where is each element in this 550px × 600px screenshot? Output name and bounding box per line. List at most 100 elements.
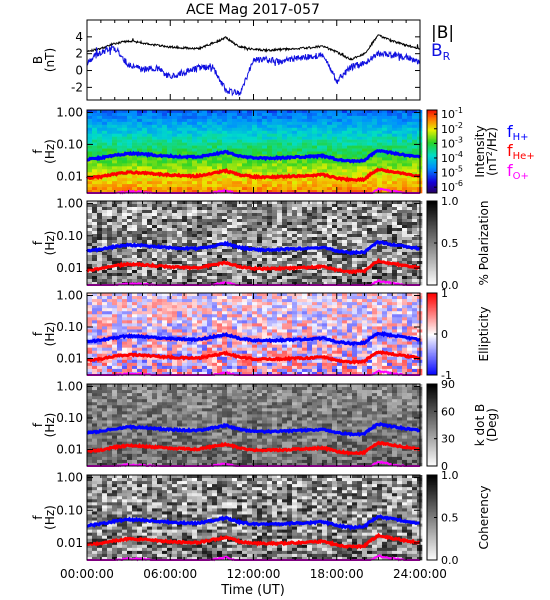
colorbar-tick-label: 0.5 [441, 512, 459, 525]
y-axis-label: f [31, 331, 45, 336]
colorbar: 10-110-210-310-410-510-6 Intensity(nT2/Hz… [426, 106, 499, 194]
line-f-he [86, 532, 421, 550]
colorbar-tick-label: 0 [441, 328, 448, 341]
colorbar-tick-label: 0 [441, 460, 448, 473]
y-tick-label: 0.10 [56, 137, 83, 151]
panel-polarization: f(Hz) 1.00 0.10 0.01 1.0 0.5 0.0 % Polarization [31, 195, 491, 292]
y-axis-unit: (Hz) [43, 231, 57, 256]
legend-o-plus: fO+ [507, 161, 529, 182]
colorbar-tick-label: 30 [441, 433, 455, 446]
colorbar-label: Intensity [473, 125, 487, 177]
line-f-he [86, 440, 421, 456]
colorbar-tick-label: 90 [441, 378, 455, 391]
colorbar-tick-label: 10-3 [441, 135, 463, 150]
line-f-h [86, 421, 421, 437]
colorbar-frame [426, 383, 438, 467]
y-axis-label: f [31, 149, 45, 154]
colorbar-label: % Polarization [477, 201, 491, 286]
y-tick-label: 0 [75, 64, 83, 78]
panel-field: B(nT) 4 2 0 -2 |B|BR [31, 19, 454, 101]
colorbar-tick-label: 1 [441, 287, 448, 300]
y-tick-label: 0.01 [56, 536, 83, 550]
x-tick-label: 24:00:00 [393, 567, 447, 581]
y-tick-label: 0.01 [56, 352, 83, 366]
colorbar-label: k dot B [473, 404, 487, 446]
colorbar-tick-label: 10-1 [441, 106, 463, 121]
colorbar-label: Ellipticity [477, 307, 491, 362]
colorbar-tick-label: 10-2 [441, 121, 463, 136]
colorbar-tick-label: 0.5 [441, 237, 459, 250]
y-axis-label: B [31, 56, 45, 64]
y-tick-label: 1.00 [56, 288, 83, 302]
y-tick-label: 1.00 [56, 379, 83, 393]
series-line-b-total [87, 34, 420, 61]
y-axis-label: f [31, 422, 45, 427]
y-tick-label: 1.00 [56, 106, 83, 120]
colorbar-tick-label: 10-5 [441, 165, 463, 180]
colorbar-tick-label: 1.0 [441, 469, 459, 482]
colorbar-tick-label: -1 [441, 369, 452, 382]
line-f-he [85, 257, 421, 275]
time-axis: 00:00:00 06:00:00 12:00:00 18:00:00 24:00:00 [60, 567, 447, 581]
panels: B(nT)420-2|B|BRf(Hz)1.000.100.0110-110-2… [31, 19, 535, 567]
colorbar-tick-label: 10-6 [441, 179, 463, 194]
colorbar-label: Coherency [477, 485, 491, 549]
legend-he-plus: fHe+ [507, 141, 535, 162]
colorbar-frame [426, 109, 438, 194]
line-f-he [86, 350, 421, 365]
y-tick-label: -2 [71, 80, 83, 94]
y-tick-label: 0.10 [56, 320, 83, 334]
colorbar-tick-label: 0.0 [441, 279, 459, 292]
line-f-h [85, 239, 421, 256]
line-f-h [86, 514, 421, 531]
colorbar: 90 60 30 0 k dot B(Deg) [426, 378, 499, 473]
series-line-b-r [87, 44, 420, 97]
panel-kdotb: f(Hz) 1.00 0.10 0.01 90 60 30 0 k dot B(Deg) [31, 378, 499, 473]
line-f-he [85, 167, 421, 183]
spectrogram [87, 110, 423, 194]
colorbar: 1.0 0.5 0.0 % Polarization [426, 195, 491, 292]
legend-b-r: BR [431, 41, 451, 63]
y-tick-label: 4 [75, 30, 83, 44]
y-axis-unit: (nT) [43, 48, 57, 72]
spectrogram [87, 201, 423, 286]
y-axis-label: f [31, 515, 45, 520]
line-f-h [86, 330, 421, 347]
y-tick-label: 0.01 [56, 169, 83, 183]
figure-title: ACE Mag 2017-057 [186, 2, 320, 18]
spectrogram [87, 293, 423, 376]
x-tick-label: 12:00:00 [227, 567, 281, 581]
colorbar-tick-label: 1.0 [441, 195, 459, 208]
panel-coherency: f(Hz) 1.00 0.10 0.01 1.0 0.5 0.0 Coherency [31, 469, 491, 567]
y-tick-label: 0.01 [56, 443, 83, 457]
colorbar-unit: (nT2/Hz) [485, 127, 499, 176]
legend-b-total: |B| [431, 23, 454, 43]
x-tick-label: 00:00:00 [60, 567, 114, 581]
field-lines [87, 34, 420, 97]
colorbar-tick-label: 0.0 [441, 554, 459, 567]
colorbar-tick-label: 60 [441, 405, 455, 418]
y-axis-unit: (Hz) [43, 322, 57, 347]
spectrogram [87, 475, 423, 561]
y-tick-label: 0.10 [56, 411, 83, 425]
legend-h-plus: fH+ [507, 122, 529, 143]
colorbar-tick-label: 10-4 [441, 150, 463, 165]
colorbar: 1 0 -1 Ellipticity [426, 287, 491, 382]
x-axis-label: Time (UT) [220, 583, 285, 598]
y-tick-label: 0.10 [56, 503, 83, 517]
panel-intensity: f(Hz) 1.00 0.10 0.01 10-110-210-310-410-510-… [31, 106, 535, 195]
y-axis-unit: (Hz) [43, 139, 57, 164]
spectrogram [87, 384, 423, 467]
y-tick-label: 1.00 [56, 197, 83, 211]
y-axis-unit: (Hz) [43, 505, 57, 530]
y-axis-unit: (Hz) [43, 413, 57, 438]
y-tick-label: 1.00 [56, 471, 83, 485]
x-tick-label: 06:00:00 [143, 567, 197, 581]
colorbar: 1.0 0.5 0.0 Coherency [426, 469, 491, 567]
y-tick-label: 0.10 [56, 229, 83, 243]
colorbar-unit: (Deg) [485, 408, 499, 442]
x-tick-label: 18:00:00 [310, 567, 364, 581]
y-tick-label: 2 [75, 47, 83, 61]
panel-ellipticity: f(Hz) 1.00 0.10 0.01 1 0 -1 Ellipticity [31, 287, 491, 382]
